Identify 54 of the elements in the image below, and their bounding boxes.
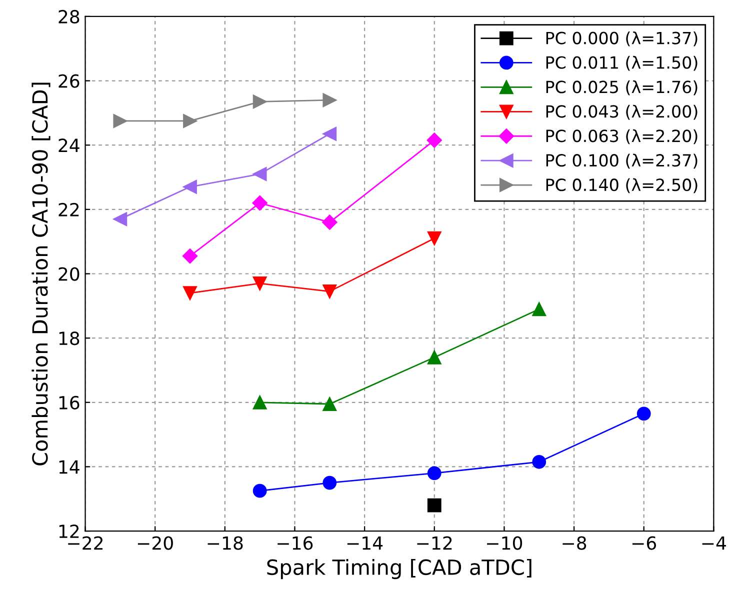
- legend-label: PC 0.025 (λ=1.76): [546, 80, 698, 96]
- legend-label: PC 0.063 (λ=2.20): [546, 129, 698, 144]
- x-tick-label: −22: [68, 536, 103, 550]
- x-tick-label: −20: [138, 536, 173, 550]
- y-tick-label: 18: [59, 332, 80, 346]
- x-tick-label: −16: [278, 536, 313, 550]
- point: [183, 114, 197, 128]
- point: [322, 284, 337, 298]
- point: [426, 132, 442, 148]
- y-tick-label: 20: [58, 267, 80, 281]
- point: [322, 126, 337, 141]
- legend-label: PC 0.000 (λ=1.37): [546, 31, 698, 46]
- legend-label: PC 0.140 (λ=2.50): [546, 178, 698, 194]
- point: [252, 395, 267, 410]
- point: [427, 231, 442, 246]
- point: [427, 466, 442, 480]
- point: [183, 286, 197, 300]
- y-tick-label: 26: [58, 74, 80, 88]
- point: [183, 180, 197, 194]
- x-axis-title: Spark Timing [CAD aTDC]: [267, 558, 532, 580]
- x-tick-label: −10: [487, 536, 522, 550]
- point: [636, 406, 651, 421]
- point: [252, 484, 267, 498]
- point: [252, 94, 267, 109]
- point: [252, 195, 268, 211]
- point: [532, 454, 546, 469]
- point: [532, 302, 546, 316]
- y-tick-label: 22: [58, 202, 79, 216]
- point: [427, 350, 442, 364]
- y-tick-label: 12: [59, 524, 79, 538]
- point: [427, 498, 442, 512]
- legend-label: PC 0.043 (λ=2.00): [546, 104, 698, 120]
- x-tick-label: −8: [562, 536, 586, 550]
- point: [252, 276, 267, 290]
- x-tick-label: −6: [632, 536, 656, 550]
- point: [322, 93, 337, 108]
- x-tick-label: −12: [417, 536, 452, 550]
- point: [322, 397, 337, 411]
- x-tick-label: −4: [702, 536, 726, 550]
- x-tick-label: −14: [347, 536, 383, 550]
- y-tick-label: 14: [59, 460, 80, 474]
- point: [322, 476, 337, 490]
- point: [252, 167, 267, 181]
- point: [182, 248, 198, 264]
- y-tick-label: 28: [58, 10, 80, 24]
- point: [113, 114, 128, 128]
- legend-label: PC 0.100 (λ=2.37): [546, 154, 698, 169]
- y-axis-title: Combustion Duration CA10-90 [CAD]: [32, 82, 50, 466]
- x-tick-label: −18: [208, 536, 243, 550]
- y-tick-label: 24: [58, 138, 80, 152]
- point: [322, 214, 338, 230]
- point: [113, 212, 128, 226]
- legend-label: PC 0.011 (λ=1.50): [546, 56, 698, 71]
- y-tick-label: 16: [59, 396, 80, 410]
